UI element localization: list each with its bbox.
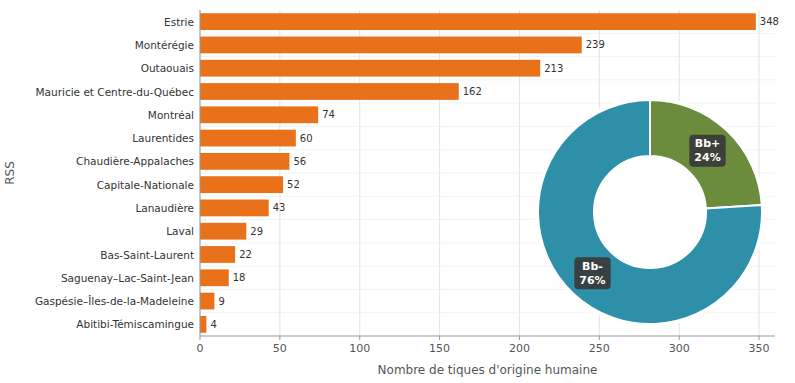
grid-line [200, 10, 201, 336]
data-label: 213 [544, 63, 563, 74]
tick-label: 350 [749, 342, 770, 355]
x-axis-title: Nombre de tiques d'origine humaine [378, 363, 598, 377]
tick-label: 100 [349, 342, 370, 355]
bar [200, 293, 214, 310]
tick-mark [599, 336, 600, 340]
category-label: Estrie [164, 16, 194, 28]
bar [200, 246, 235, 263]
category-label: Capitale-Nationale [97, 179, 194, 191]
data-label: 22 [239, 249, 252, 260]
category-label: Chaudière-Appalaches [76, 155, 194, 167]
category-label: Laval [166, 225, 194, 237]
slice-category: Bb+ [695, 137, 720, 150]
data-label: 162 [463, 86, 482, 97]
bar [200, 176, 283, 193]
data-label: 52 [287, 179, 300, 190]
category-label: Bas-Saint-Laurent [100, 249, 194, 261]
bar [200, 200, 269, 217]
tick-mark [359, 336, 360, 340]
tick-mark [279, 336, 280, 340]
category-label: Abitibi-Témiscamingue [76, 318, 194, 330]
bar [200, 153, 289, 170]
bar [200, 83, 459, 100]
data-label: 9 [218, 296, 224, 307]
data-label: 348 [760, 16, 779, 27]
data-label: 56 [293, 156, 306, 167]
data-label: 74 [322, 109, 335, 120]
bar [200, 13, 756, 30]
row-separator [200, 103, 775, 104]
category-label: Laurentides [132, 132, 194, 144]
tick-mark [200, 336, 201, 340]
slice-label-box [574, 257, 610, 289]
bar [200, 130, 296, 147]
row-separator [200, 56, 775, 57]
slice [650, 100, 762, 208]
category-label: Montréal [148, 109, 194, 121]
data-label: 43 [273, 202, 286, 213]
slice-label: Bb-76% [574, 257, 610, 289]
tick-mark [519, 336, 520, 340]
slice [538, 100, 762, 324]
y-axis-title: RSS [3, 161, 17, 185]
slice-value: 24% [694, 151, 720, 164]
slice-label-box [689, 135, 725, 167]
category-label: Mauricie et Centre-du-Québec [36, 86, 195, 98]
donut [535, 97, 765, 327]
category-label: Saguenay–Lac-Saint-Jean [61, 272, 194, 284]
tick-mark [759, 336, 760, 340]
bar [200, 223, 246, 240]
tick-label: 300 [669, 342, 690, 355]
data-label: 4 [210, 319, 216, 330]
tick-label: 150 [429, 342, 450, 355]
category-label: Outaouais [141, 62, 194, 74]
bar [200, 316, 206, 333]
data-label: 29 [250, 226, 263, 237]
x-axis [200, 336, 775, 337]
row-separator [200, 33, 775, 34]
data-label: 60 [300, 133, 313, 144]
tick-label: 0 [197, 342, 204, 355]
tick-label: 250 [589, 342, 610, 355]
tick-mark [679, 336, 680, 340]
bar [200, 269, 229, 286]
tick-label: 50 [273, 342, 287, 355]
category-label: Gaspésie–Îles-de-la-Madeleine [35, 295, 194, 307]
slice-label: Bb+24% [689, 135, 725, 167]
chart: 0 50 100 150 200 250 300 350 Estrie Montérégie Out… [0, 0, 795, 383]
data-label: 18 [233, 272, 246, 283]
data-label: 239 [586, 39, 605, 50]
bar [200, 37, 582, 54]
slice-value: 76% [579, 274, 605, 287]
tick-mark [439, 336, 440, 340]
category-label: Lanaudière [135, 202, 194, 214]
bar [200, 60, 540, 77]
row-separator [200, 79, 775, 80]
tick-label: 200 [509, 342, 530, 355]
y-axis [200, 10, 201, 336]
bar [200, 106, 318, 123]
category-label: Montérégie [135, 39, 194, 51]
donut-background [535, 97, 765, 327]
slice-category: Bb- [582, 260, 603, 273]
